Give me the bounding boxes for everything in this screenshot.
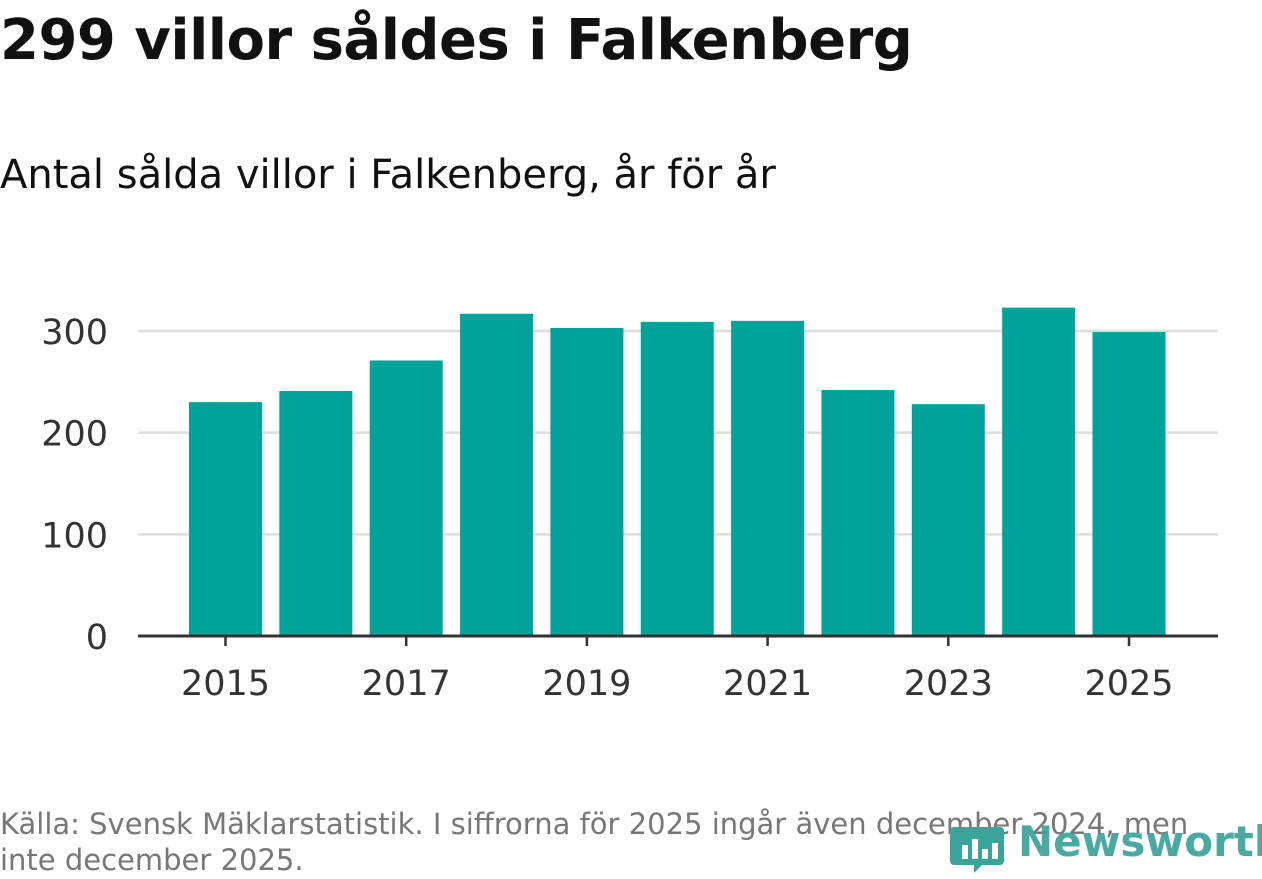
y-tick-label: 100: [41, 516, 108, 556]
x-tick-label: 2019: [542, 664, 631, 704]
y-tick-label: 300: [41, 313, 108, 353]
y-tick-label: 0: [86, 618, 108, 658]
bar: [911, 404, 985, 636]
bar: [1002, 307, 1076, 636]
bar: [369, 360, 443, 636]
newsworthy-logo: Newsworthy: [950, 815, 1262, 875]
x-tick-label: 2021: [723, 664, 812, 704]
bar: [279, 390, 353, 636]
bar: [189, 402, 262, 636]
x-tick-label: 2015: [181, 664, 270, 704]
chart-subtitle: Antal sålda villor i Falkenberg, år för …: [0, 152, 776, 198]
bar: [640, 321, 714, 636]
newsworthy-logo-icon: [950, 827, 1004, 873]
y-tick-label: 200: [41, 415, 108, 455]
x-tick-label: 2023: [904, 664, 993, 704]
newsworthy-logo-text: Newsworthy: [1018, 817, 1262, 866]
bar: [460, 313, 534, 636]
bar: [550, 327, 624, 636]
bar: [1092, 332, 1166, 636]
chart-title: 299 villor såldes i Falkenberg: [0, 8, 913, 73]
x-tick-label: 2025: [1084, 664, 1173, 704]
bar: [731, 320, 805, 636]
bar: [821, 389, 895, 636]
x-tick-label: 2017: [362, 664, 451, 704]
